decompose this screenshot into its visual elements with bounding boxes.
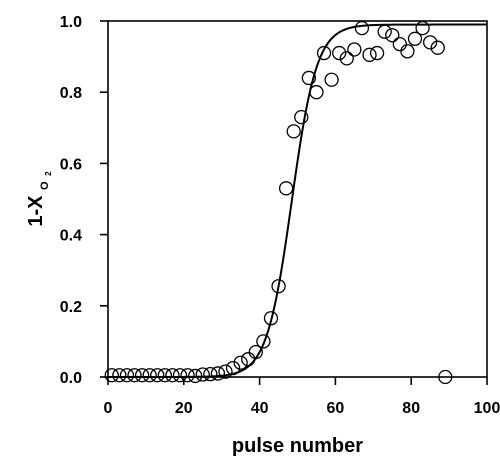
data-point — [392, 36, 407, 52]
data-point — [195, 367, 210, 382]
data-point — [172, 368, 188, 383]
x-axis-title: pulse number — [232, 435, 363, 457]
x-tick-label: 80 — [402, 400, 420, 417]
data-point — [127, 368, 142, 383]
points-layer — [104, 20, 453, 385]
data-point — [385, 28, 400, 43]
data-point — [422, 35, 438, 50]
y-tick-label: 0.6 — [60, 156, 82, 173]
data-point — [150, 368, 165, 383]
plot-frame — [107, 20, 488, 378]
y-axis-title-main: 1-X — [25, 195, 47, 227]
data-point — [180, 368, 195, 383]
data-point — [165, 368, 180, 383]
data-point — [225, 360, 241, 376]
data-point — [294, 109, 309, 125]
data-point — [377, 24, 392, 39]
data-point — [112, 368, 127, 383]
data-point — [256, 334, 271, 349]
data-point — [157, 368, 173, 383]
data-point — [316, 45, 332, 61]
data-point — [203, 367, 218, 382]
y-axis-title: 1-X O 2 — [25, 171, 53, 227]
data-point — [188, 368, 203, 384]
data-point — [332, 45, 347, 61]
data-point — [400, 44, 415, 59]
labels-layer: pulse number 1-X O 2 — [25, 171, 363, 457]
data-point — [104, 368, 119, 383]
data-point — [142, 368, 157, 383]
x-tick-label: 0 — [104, 400, 113, 417]
x-tick-label: 20 — [175, 400, 193, 417]
ticks-layer: 0 20 40 60 80 100 0.0 0.2 0.4 0.6 0.8 1.0 — [60, 14, 500, 417]
data-point — [233, 355, 248, 370]
data-point — [119, 368, 135, 383]
data-point — [324, 72, 339, 87]
y-axis-title-subscript: O — [39, 181, 51, 190]
y-tick-label: 0.8 — [60, 85, 82, 102]
y-tick-label: 0.4 — [60, 228, 82, 245]
data-point — [339, 51, 354, 66]
data-point — [263, 311, 279, 326]
data-point — [286, 124, 301, 139]
data-point — [218, 364, 233, 379]
data-point — [407, 31, 423, 46]
x-tick-label: 40 — [251, 400, 269, 417]
data-point — [241, 352, 256, 367]
data-point — [278, 181, 294, 196]
x-tick-label: 60 — [327, 400, 345, 417]
data-point — [309, 85, 324, 100]
x-tick-label: 100 — [474, 400, 500, 417]
y-tick-label: 1.0 — [60, 14, 82, 31]
data-point — [362, 47, 377, 62]
data-point — [347, 42, 362, 57]
data-point — [301, 70, 317, 86]
data-point — [430, 40, 445, 55]
data-point — [369, 45, 385, 61]
axes-layer — [107, 20, 488, 378]
y-tick-label: 0.2 — [60, 299, 82, 316]
data-point — [271, 279, 286, 294]
data-point — [248, 344, 263, 360]
data-point — [134, 368, 150, 383]
data-point — [210, 366, 226, 381]
y-axis-title-subsubscript: 2 — [44, 171, 53, 176]
y-tick-label: 0.0 — [60, 370, 82, 387]
